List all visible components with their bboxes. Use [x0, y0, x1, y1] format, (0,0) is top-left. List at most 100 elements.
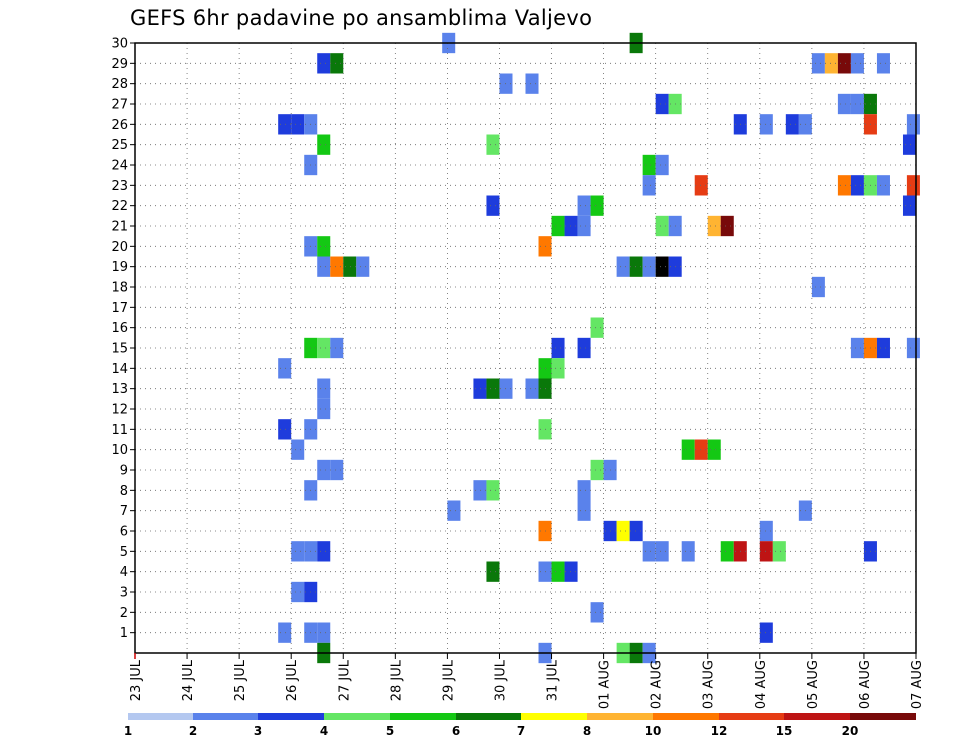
heatmap-cell — [343, 256, 357, 277]
heatmap-cell — [486, 134, 500, 155]
heatmap-cell — [681, 439, 695, 460]
heatmap-cell — [564, 561, 578, 582]
y-tick-label: 21 — [111, 220, 128, 235]
heatmap-cell — [278, 622, 292, 643]
legend-label: 10 — [645, 724, 662, 738]
heatmap-cell — [837, 53, 851, 74]
heatmap-cell — [330, 53, 344, 74]
legend-swatch — [193, 713, 259, 720]
x-tick-label: 31 JUL — [546, 659, 561, 701]
y-tick-label: 4 — [120, 565, 128, 580]
heatmap-cell — [707, 215, 721, 237]
heatmap-cell — [681, 541, 695, 562]
heatmap-cell — [317, 236, 331, 257]
heatmap-cell — [811, 53, 825, 74]
y-tick-label: 24 — [111, 159, 128, 174]
legend-swatch — [324, 713, 390, 720]
legend-layer: 1 2 3 4 5 6 7 8 10 12 15 20 — [124, 713, 916, 738]
x-tick-label: 28 JUL — [389, 659, 404, 701]
legend-label: 2 — [189, 724, 197, 738]
legend-label: 1 — [124, 724, 132, 738]
heatmap-cell — [486, 561, 500, 582]
heatmap-cell — [330, 256, 344, 277]
heatmap-cell — [629, 520, 643, 542]
legend-label: 6 — [452, 724, 460, 738]
heatmap-cell — [642, 541, 656, 562]
heatmap-cell — [759, 622, 773, 643]
heatmap-cell — [291, 541, 305, 562]
y-tick-label: 15 — [111, 342, 128, 357]
heatmap-cell — [317, 378, 331, 399]
heatmap-cell — [707, 439, 721, 460]
grid-layer — [135, 42, 917, 653]
legend-swatch — [719, 713, 785, 720]
legend-swatch — [258, 713, 324, 720]
legend-swatch — [653, 713, 719, 720]
heatmap-cell — [577, 195, 591, 216]
legend-label: 8 — [583, 724, 591, 738]
x-tick-label: 23 JUL — [129, 659, 144, 701]
heatmap-cell — [473, 480, 487, 501]
heatmap-cell — [876, 53, 890, 74]
y-tick-label: 28 — [111, 77, 128, 92]
heatmap-cell — [317, 337, 331, 359]
heatmap-cell — [642, 154, 656, 176]
heatmap-cell — [525, 378, 539, 399]
heatmap-cell — [447, 500, 461, 521]
heatmap-cell — [590, 459, 604, 481]
heatmap-cell — [473, 378, 487, 399]
legend-swatch — [390, 713, 456, 720]
legend-label: 15 — [776, 724, 793, 738]
heatmap-cell — [876, 337, 890, 359]
heatmap-cell — [590, 317, 604, 338]
heatmap-cell — [655, 256, 669, 277]
x-tick-label: 01 AUG — [598, 660, 613, 709]
heatmap-cell — [551, 561, 565, 582]
heatmap-cell — [486, 195, 500, 216]
y-tick-label: 27 — [111, 98, 128, 113]
y-tick-label: 2 — [120, 606, 128, 621]
heatmap-cell — [551, 358, 565, 379]
y-tick-label: 8 — [120, 484, 128, 499]
heatmap-cell — [759, 541, 773, 562]
y-tick-label: 3 — [120, 586, 128, 601]
y-tick-label: 22 — [111, 199, 128, 214]
x-tick-label: 05 AUG — [806, 660, 821, 709]
x-tick-label: 30 JUL — [493, 659, 508, 701]
heatmap-cell — [850, 175, 864, 196]
heatmap-cell — [837, 175, 851, 196]
heatmap-cell — [850, 53, 864, 74]
heatmap-cell — [655, 215, 669, 237]
heatmap-cell — [902, 134, 916, 155]
y-tick-label: 1 — [120, 626, 128, 641]
heatmap-cell — [906, 114, 920, 135]
heatmap-cell — [590, 195, 604, 216]
y-tick-label: 17 — [111, 301, 128, 316]
heatmap-cell — [317, 134, 331, 155]
legend-label: 12 — [711, 724, 728, 738]
heatmap-cell — [759, 114, 773, 135]
heatmap-cell — [824, 53, 838, 74]
heatmap-cell — [551, 337, 565, 359]
y-tick-label: 30 — [111, 37, 128, 52]
y-tick-label: 13 — [111, 382, 128, 397]
heatmap-cell — [486, 378, 500, 399]
x-tick-label: 06 AUG — [858, 660, 873, 709]
heatmap-cell — [486, 480, 500, 501]
legend-label: 20 — [842, 724, 859, 738]
heatmap-cell — [642, 256, 656, 277]
y-tick-label: 19 — [111, 260, 128, 275]
heatmap-cell — [577, 500, 591, 521]
legend-swatch — [587, 713, 653, 720]
x-tick-label: 27 JUL — [337, 659, 352, 701]
heatmap-cell — [317, 541, 331, 562]
heatmap-cell — [902, 195, 916, 216]
heatmap-cell — [642, 175, 656, 196]
heatmap-cell — [577, 215, 591, 237]
heatmap-cell — [278, 419, 292, 440]
y-tick-label: 7 — [120, 504, 128, 519]
heatmap-cell — [850, 337, 864, 359]
heatmap-cell — [906, 175, 920, 196]
x-tick-label: 26 JUL — [285, 659, 300, 701]
